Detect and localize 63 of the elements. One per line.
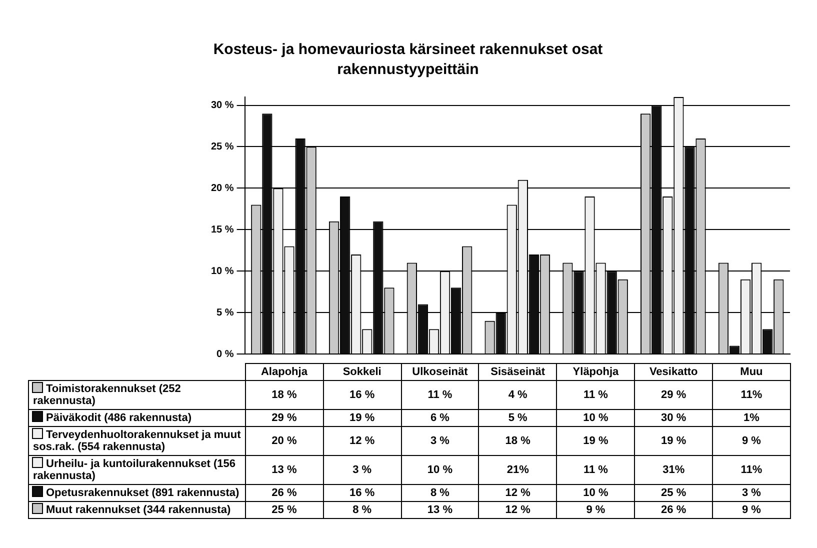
y-tick-label: 5 % [216,307,234,318]
data-label: 18 % [478,426,557,456]
data-label: 25 % [245,502,324,518]
data-label: 19 % [556,426,635,456]
data-label: 1% [712,410,790,426]
data-label: 16 % [323,484,402,502]
data-label: 5 % [478,410,557,426]
y-tick-label: 20 % [210,182,234,194]
data-label: 26 % [634,502,713,518]
legend-label: Terveydenhuoltorakennukset ja muut sos.rak. (554 rakennusta) [33,429,241,453]
x-tick-label: Ulkoseinät [401,364,479,380]
data-label: 12 % [478,484,557,502]
x-tick-label: Muu [712,364,790,380]
data-label: 18 % [245,380,324,410]
x-tick-label: Sokkeli [323,364,402,380]
data-label: 11 % [556,456,635,484]
data-label: 3 % [401,426,479,456]
data-label: 16 % [323,380,402,410]
data-label: 9 % [712,426,790,456]
data-label: 11% [712,456,790,484]
y-tick-label: 25 % [210,141,234,152]
x-tick-label: Sisäseinät [478,364,557,380]
data-label: 13 % [401,502,479,518]
legend-label: Muut rakennukset (344 rakennusta) [46,504,231,516]
data-label: 11% [712,380,790,410]
data-label: 29 % [634,380,713,410]
data-label: 10 % [556,410,635,426]
x-tick-label: Vesikatto [634,364,713,380]
legend-label: Opetusrakennukset (891 rakennusta) [46,487,240,499]
data-label: 26 % [245,484,324,502]
data-label: 20 % [245,426,324,456]
data-label: 9 % [712,502,790,518]
chart-title: Kosteus- ja homevauriosta kärsineet rakennukset osat rakennustyypeittäin [212,40,604,80]
data-label: 13 % [245,456,324,484]
y-tick-label: 15 % [210,224,234,236]
data-label: 8 % [401,484,479,502]
data-label: 9 % [556,502,635,518]
data-label: 3 % [712,484,790,502]
data-label: 10 % [556,484,635,502]
data-label: 19 % [634,426,713,456]
data-label: 21% [478,456,557,484]
y-tick-label: 0 % [216,348,234,360]
data-label: 25 % [634,484,713,502]
data-label: 19 % [323,410,402,426]
data-label: 10 % [401,456,479,484]
legend-label: Toimistorakennukset (252 rakennusta) [33,383,181,407]
data-label: 11 % [556,380,635,410]
data-label: 12 % [323,426,402,456]
y-tick-label: 10 % [210,266,234,277]
data-label: 29 % [245,410,324,426]
data-label: 6 % [401,410,479,426]
x-tick-label: Yläpohja [556,364,635,380]
data-label: 11 % [401,380,479,410]
y-tick-label: 30 % [210,100,234,112]
legend-label: Päiväkodit (486 rakennusta) [46,412,192,424]
data-label: 4 % [478,380,557,410]
data-label: 3 % [323,456,402,484]
x-tick-label: Alapohja [245,364,324,380]
data-label: 12 % [478,502,557,518]
data-label: 30 % [634,410,713,426]
data-label: 8 % [323,502,402,518]
data-label: 31% [634,456,713,484]
legend-label: Urheilu- ja kuntoilurakennukset (156 rakennusta) [33,458,236,482]
